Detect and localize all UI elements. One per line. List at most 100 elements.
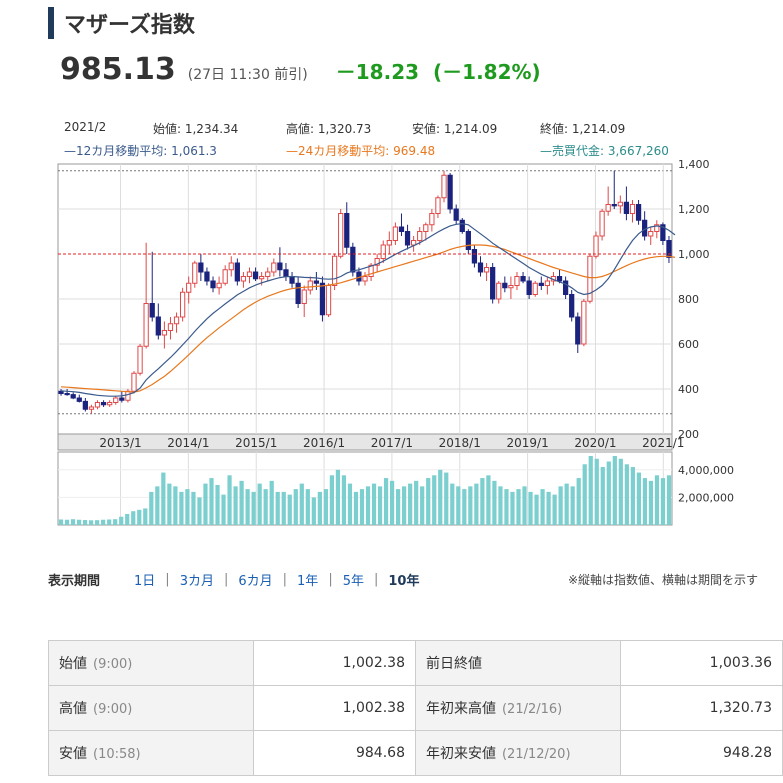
volume-bar: [263, 489, 268, 525]
ma12-line: [60, 222, 676, 397]
candle-body: [502, 282, 508, 289]
volume-bar: [347, 483, 353, 525]
volume-bar: [588, 456, 593, 525]
volume-bar: [528, 491, 533, 525]
x-axis-band: [57, 433, 673, 451]
volume-bar: [474, 483, 479, 525]
volume-bar: [396, 489, 401, 525]
volume-bar: [570, 486, 575, 525]
stat-sublabel: (9:00): [93, 657, 133, 672]
candle-body: [569, 294, 575, 318]
candle-body: [119, 397, 125, 401]
y-tick-label: 800: [678, 293, 699, 306]
period-3m[interactable]: 3カ月: [179, 574, 214, 589]
candle-body: [635, 204, 642, 221]
volume-bar: [215, 484, 220, 525]
period-1y[interactable]: 1年: [297, 574, 319, 589]
volume-bar: [293, 489, 298, 525]
volume-bar: [534, 494, 539, 525]
candle-body: [374, 258, 380, 266]
candle-body: [307, 280, 313, 291]
candle-body: [338, 213, 344, 257]
volume-bar: [251, 491, 256, 525]
volume-bar: [287, 494, 292, 525]
candle-body: [526, 280, 532, 295]
volume-bar: [486, 475, 491, 525]
volume-bar: [113, 519, 118, 525]
volume-bar: [552, 494, 557, 525]
volume-bar: [648, 480, 654, 525]
volume-bar: [558, 486, 563, 525]
volume-bar: [365, 486, 371, 525]
current-price: 985.13: [60, 52, 176, 87]
candle-body: [386, 240, 392, 246]
period-5y[interactable]: 5年: [342, 574, 364, 589]
period-1d[interactable]: 1日: [134, 574, 156, 589]
candle-body: [435, 197, 441, 214]
candle-body: [265, 271, 271, 277]
volume-bar: [636, 472, 641, 525]
candle-body: [350, 246, 356, 273]
candle-body: [648, 231, 654, 237]
volume-bar: [119, 516, 124, 525]
stat-label: 安値: [59, 746, 87, 762]
table-row: 始値 (9:00) 1,002.38 前日終値 1,003.36: [48, 640, 783, 686]
candle-body: [538, 282, 544, 286]
candle-body: [64, 393, 70, 396]
candle-body: [277, 262, 283, 271]
volume-bar: [233, 486, 238, 525]
candle-body: [234, 262, 240, 282]
volume-bar: [408, 483, 413, 525]
candle-body: [660, 224, 666, 241]
candle-body: [575, 316, 581, 345]
volume-bar: [299, 483, 304, 525]
volume-bar: [317, 491, 322, 525]
candle-body: [605, 204, 611, 212]
candle-body: [599, 210, 605, 237]
candle-body: [398, 226, 405, 232]
volume-bar: [504, 489, 509, 525]
period-6m[interactable]: 6カ月: [238, 574, 273, 589]
candle-body: [368, 264, 374, 277]
volume-bar: [498, 486, 503, 525]
x-tick-label: 2013/1: [99, 436, 141, 450]
volume-bar: [191, 491, 196, 525]
x-tick-label: 2015/1: [235, 436, 277, 450]
volume-bar: [383, 478, 389, 525]
candle-body: [94, 402, 101, 408]
volume-bar: [576, 478, 581, 525]
volume-bar: [492, 480, 497, 525]
volume-bar: [546, 491, 551, 525]
candle-body: [143, 303, 149, 347]
candle-body: [392, 226, 399, 241]
candlesticks: [58, 170, 672, 414]
candle-body: [271, 262, 277, 273]
volume-bar: [359, 489, 365, 525]
x-tick-label: 2019/1: [506, 436, 548, 450]
volume-bar: [522, 486, 527, 525]
volume-bar: [480, 478, 485, 525]
volume-bar: [257, 483, 262, 525]
candle-body: [192, 262, 198, 284]
volume-bar: [624, 464, 629, 525]
volume-bar: [203, 483, 208, 525]
candle-body: [283, 269, 289, 277]
title-accent-bar: [48, 7, 54, 39]
volume-bar: [510, 491, 515, 525]
volume-bar: [389, 480, 395, 525]
candle-body: [173, 316, 180, 325]
period-10y[interactable]: 10年: [388, 574, 420, 589]
volume-bar: [450, 483, 455, 525]
candle-body: [404, 231, 411, 246]
candle-body: [70, 394, 76, 399]
candle-body: [532, 282, 538, 295]
volume-bar: [618, 458, 623, 525]
stat-label: 年初来安値: [425, 746, 496, 762]
candle-body: [107, 402, 113, 406]
volume-bar: [227, 475, 232, 525]
stat-value: 1,003.36: [619, 640, 783, 686]
volume-bar: [70, 519, 76, 525]
volume-bar: [341, 475, 347, 525]
stat-value: 1,320.73: [619, 685, 783, 731]
stat-value: 1,002.38: [252, 685, 416, 731]
